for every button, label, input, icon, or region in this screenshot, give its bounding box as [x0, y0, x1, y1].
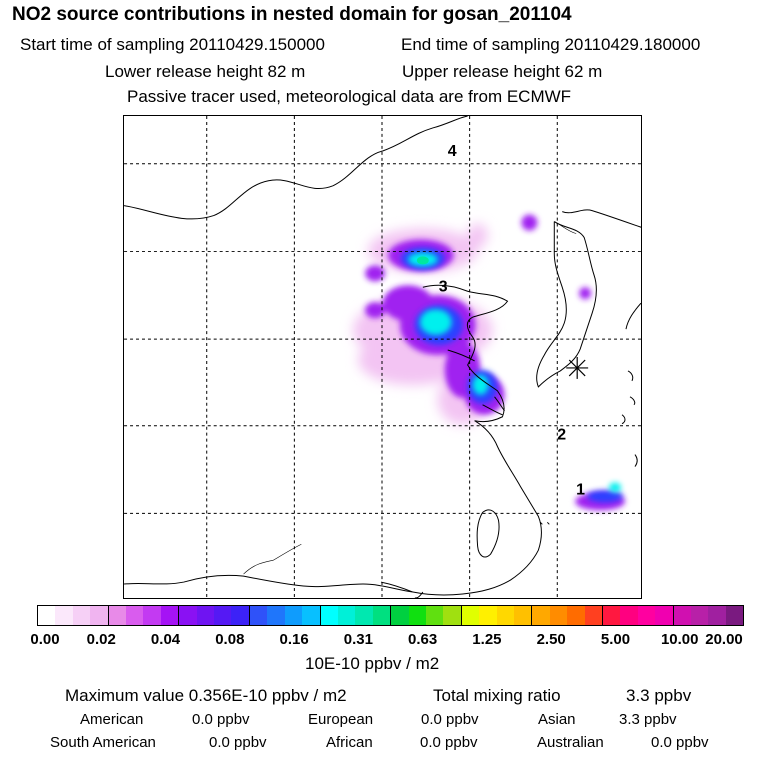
region-name-asian: Asian	[538, 711, 576, 728]
color-swatch	[72, 606, 91, 625]
color-swatch	[567, 606, 585, 625]
region-name-african: African	[326, 734, 373, 751]
region-value-european: 0.0 ppbv	[421, 711, 479, 728]
color-swatch	[320, 606, 338, 625]
color-swatch	[496, 606, 514, 625]
color-swatch	[160, 606, 180, 625]
figure-title: NO2 source contributions in nested domai…	[12, 4, 572, 25]
color-swatch	[549, 606, 568, 625]
upper-release-label: Upper release height 62 m	[402, 62, 603, 81]
color-swatch	[38, 606, 56, 625]
color-swatch	[143, 606, 161, 625]
coastlines	[124, 116, 641, 598]
region-label-2: 2	[557, 427, 566, 444]
country-borders	[243, 221, 577, 575]
color-scale-tick: 0.00	[30, 631, 60, 648]
region-label-3: 3	[439, 278, 448, 295]
color-swatch	[391, 606, 409, 625]
color-swatch	[90, 606, 109, 625]
color-scale-tick: 20.00	[705, 631, 743, 648]
color-swatch	[691, 606, 709, 625]
color-swatch	[284, 606, 303, 625]
color-swatch	[584, 606, 603, 625]
concentration-map: 1 2 3 4	[123, 115, 642, 599]
color-swatch	[196, 606, 215, 625]
color-scale-bar	[37, 605, 744, 626]
color-swatch	[108, 606, 127, 625]
color-scale-tick: 0.16	[279, 631, 309, 648]
color-swatch	[337, 606, 356, 625]
color-scale-tick: 0.08	[215, 631, 245, 648]
color-swatch	[725, 606, 744, 625]
color-swatch	[655, 606, 674, 625]
lat-lon-grid	[124, 116, 641, 598]
max-value-label: Maximum value 0.356E-10 ppbv / m2	[65, 686, 347, 705]
region-name-american: American	[80, 711, 144, 728]
color-swatch	[249, 606, 268, 625]
color-swatch	[513, 606, 533, 625]
color-swatch	[231, 606, 250, 625]
region-name-european: European	[308, 711, 374, 728]
color-swatch	[461, 606, 480, 625]
region-name-south-american: South American	[50, 734, 156, 751]
color-swatch	[302, 606, 321, 625]
lower-release-label: Lower release height 82 m	[105, 62, 306, 81]
color-scale-tick: 0.02	[86, 631, 116, 648]
color-scale-tick: 2.50	[536, 631, 566, 648]
total-mixing-label: Total mixing ratio	[433, 686, 561, 705]
color-swatch	[620, 606, 638, 625]
region-value-asian: 3.3 ppbv	[619, 711, 677, 728]
color-swatch	[126, 606, 144, 625]
start-time-label: Start time of sampling 20110429.150000	[20, 35, 325, 54]
color-swatch	[372, 606, 392, 625]
region-value-african: 0.0 ppbv	[420, 734, 478, 751]
color-swatch	[267, 606, 285, 625]
color-scale-tick: 0.04	[150, 631, 181, 648]
color-swatch	[532, 606, 550, 625]
tracer-note: Passive tracer used, meteorological data…	[127, 87, 572, 106]
color-swatch	[708, 606, 726, 625]
color-scale-unit: 10E-10 ppbv / m2	[305, 654, 440, 673]
color-scale-tick: 5.00	[600, 631, 631, 648]
color-scale-tick: 0.63	[408, 631, 438, 648]
region-label-4: 4	[448, 143, 457, 160]
color-swatch	[603, 606, 621, 625]
color-swatch	[355, 606, 373, 625]
color-swatch	[425, 606, 444, 625]
region-value-south-american: 0.0 ppbv	[209, 734, 267, 751]
receptor-marker-icon	[566, 357, 589, 379]
color-scale-tick: 1.25	[472, 631, 502, 648]
region-label-1: 1	[576, 481, 585, 498]
region-name-australian: Australian	[537, 734, 604, 751]
color-swatch	[214, 606, 232, 625]
color-swatch	[479, 606, 497, 625]
color-swatch	[408, 606, 426, 625]
total-mixing-value: 3.3 ppbv	[626, 686, 692, 705]
region-value-american: 0.0 ppbv	[192, 711, 250, 728]
region-value-australian: 0.0 ppbv	[651, 734, 709, 751]
end-time-label: End time of sampling 20110429.180000	[401, 35, 701, 54]
color-swatch	[443, 606, 462, 625]
color-scale-tick: 10.00	[660, 631, 699, 648]
color-scale-tick: 0.31	[343, 631, 373, 648]
color-swatch	[55, 606, 73, 625]
plume-peak	[416, 256, 429, 265]
color-swatch	[637, 606, 656, 625]
color-swatch	[179, 606, 197, 625]
color-swatch	[673, 606, 692, 625]
